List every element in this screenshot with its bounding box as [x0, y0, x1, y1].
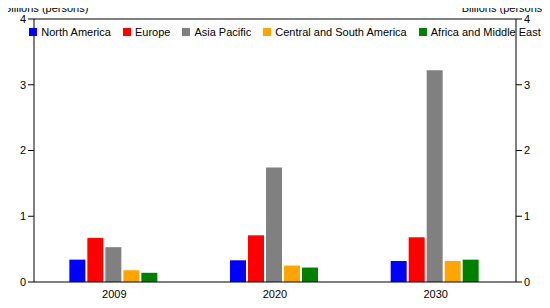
svg-text:2009: 2009 [102, 288, 126, 300]
html-text:Europe: Europe [134, 26, 171, 38]
svg-text:2: 2 [524, 144, 530, 156]
svg-text:4: 4 [524, 13, 530, 25]
svg-text:0: 0 [20, 276, 26, 288]
svg-text:3: 3 [524, 79, 530, 91]
html-text:North America: North America [41, 26, 111, 38]
html-text:Billions (persons): Billions (persons) [461, 2, 546, 14]
svg-text:0: 0 [524, 276, 530, 288]
svg-text:1: 1 [20, 210, 26, 222]
svg-text:2: 2 [20, 144, 26, 156]
svg-text:4: 4 [20, 13, 26, 25]
html-text:Billions (persons): Billions (persons) [4, 2, 89, 14]
svg-text:1: 1 [524, 210, 530, 222]
html-text:Asia Pacific: Asia Pacific [194, 26, 252, 38]
html-text:Central and South America: Central and South America [275, 26, 407, 38]
svg-text:3: 3 [20, 79, 26, 91]
svg-text:2030: 2030 [423, 288, 447, 300]
html-text:Africa and Middle East: Africa and Middle East [430, 26, 541, 38]
svg-text:2020: 2020 [263, 288, 287, 300]
